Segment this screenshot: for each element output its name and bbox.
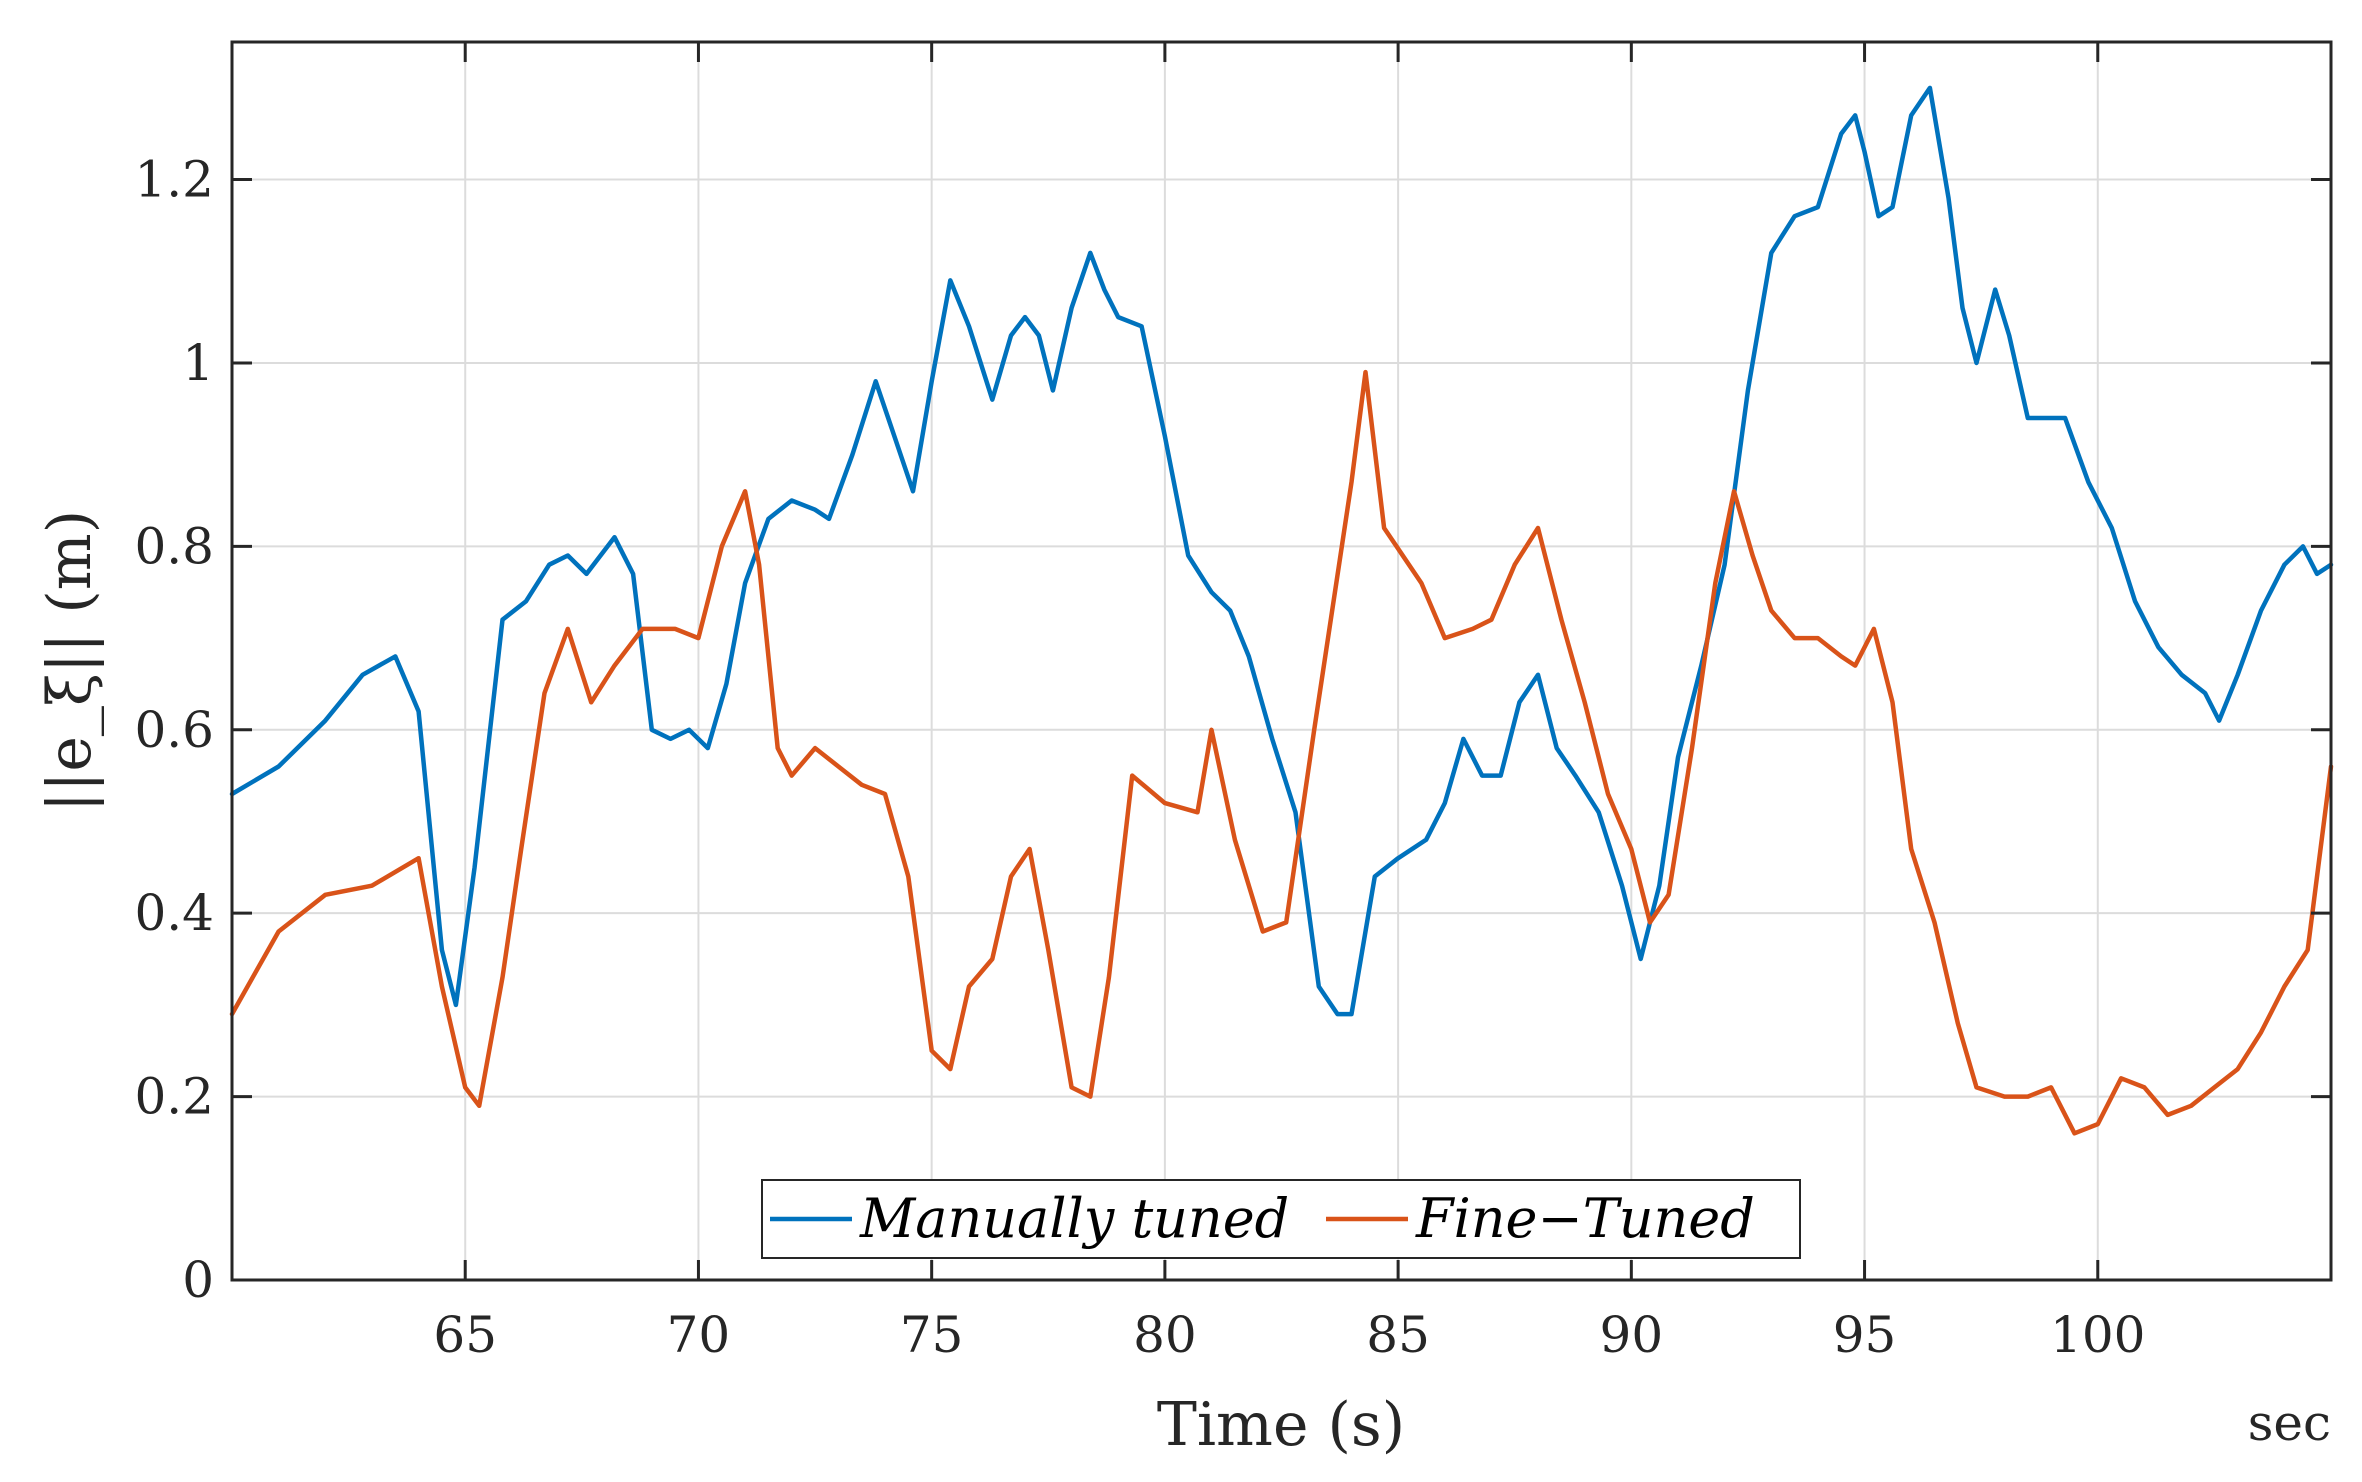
x-tick-label: 65 [433,1306,497,1364]
x-tick-label: 70 [667,1306,731,1364]
grid [232,42,2331,1281]
x-axis-title: Time (s) [1157,1390,1405,1460]
y-tick-label: 0.2 [134,1068,214,1126]
series-line-manually-tuned [229,85,2334,1017]
y-axis-title: ||e_ξ|| (m) [35,510,105,812]
x-tick-label: 80 [1133,1306,1197,1364]
series-layer [229,85,2334,1136]
y-tick-label: 0.8 [134,517,214,575]
x-tick-label: 85 [1366,1306,1430,1364]
x-unit-label: sec [2248,1394,2331,1452]
y-tick-label: 0.4 [134,884,214,942]
plot-frame [230,40,2333,1282]
x-tick-label: 90 [1600,1306,1664,1364]
y-tick-label: 0 [182,1251,214,1309]
series-line-fine-tuned [229,369,2334,1136]
y-tick-label: 1 [182,334,214,392]
legend-box [761,1179,1801,1259]
x-tick-label: 95 [1833,1306,1897,1364]
axis-ticks: 65 70 75 80 85 90 95 100 0 0.2 0.4 0.6 0.8 1 1.2 [134,42,2331,1364]
plot-background [232,42,2331,1280]
legend-label-fine-tuned: Fine−Tuned [1415,1187,1755,1250]
legend: Manually tuned Fine−Tuned [761,1179,1801,1259]
x-tick-label: 75 [900,1306,964,1364]
y-tick-label: 1.2 [134,151,214,209]
y-tick-label: 0.6 [134,701,214,759]
legend-label-manually-tuned: Manually tuned [859,1187,1289,1250]
x-tick-label: 100 [2050,1306,2145,1364]
